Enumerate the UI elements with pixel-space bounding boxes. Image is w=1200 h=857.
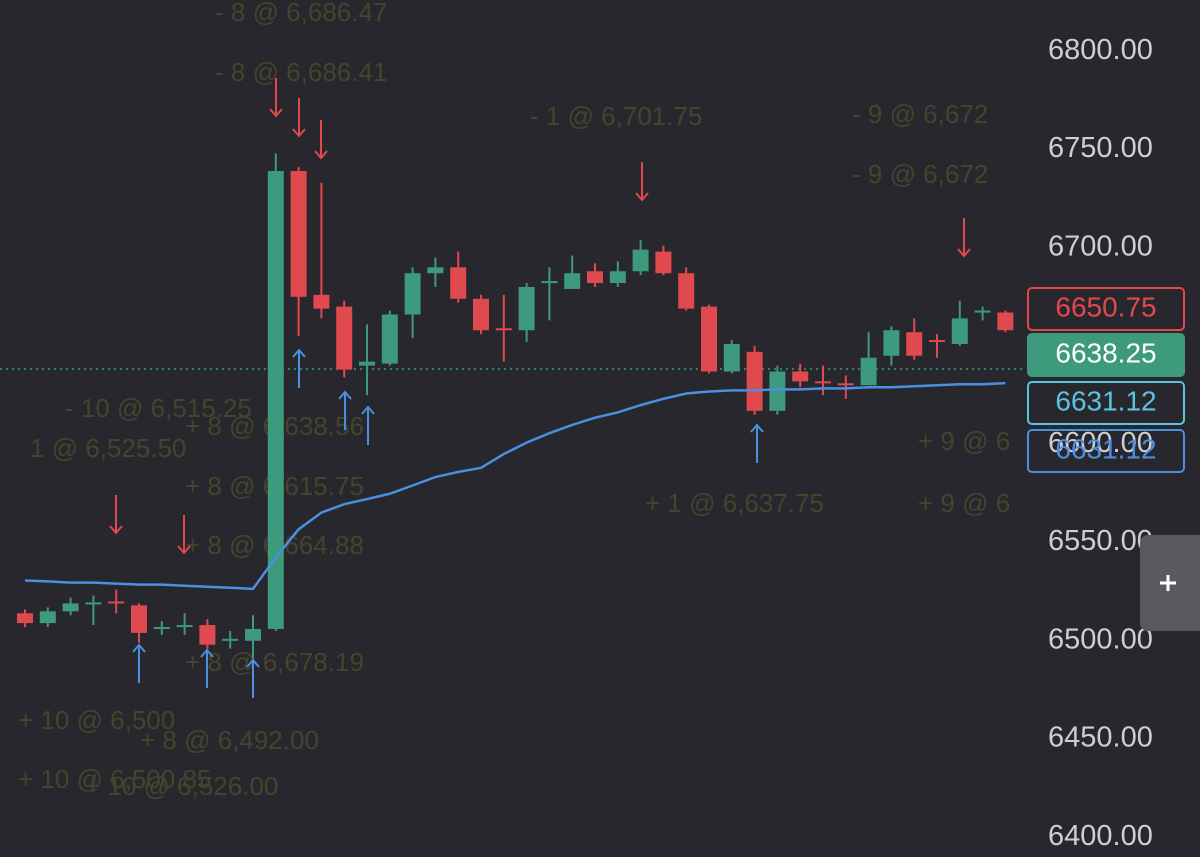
- trade-annotation: + 8 @ 6,492.00: [140, 725, 319, 755]
- buy-arrow: [338, 390, 352, 430]
- price-tag: [1027, 381, 1185, 425]
- y-tick-label: 6500.00: [1048, 623, 1153, 655]
- candle-body: [199, 625, 216, 645]
- candle-body: [860, 357, 877, 386]
- sell-arrow: [177, 515, 191, 555]
- trade-annotation: + 10 @ 6,500.85: [18, 764, 211, 794]
- candle-body: [153, 627, 170, 630]
- candle-body: [85, 602, 102, 605]
- candle-body: [131, 605, 147, 633]
- trade-annotation: - 10 @ 6,515.25: [65, 393, 252, 423]
- trade-annotation: + 10 @ 6,500: [18, 705, 175, 735]
- buy-arrow: [361, 405, 375, 445]
- price-tag-label: 6650.75: [1055, 291, 1156, 322]
- price-tag: [1027, 287, 1185, 331]
- trade-annotation: + 9 @ 6: [918, 426, 1010, 456]
- candle-body: [837, 383, 854, 386]
- sell-arrow: [269, 78, 283, 118]
- trade-annotation: - 8 @ 6,686.41: [215, 57, 387, 87]
- candle-body: [587, 271, 603, 284]
- sell-arrow: [635, 162, 649, 202]
- price-tag: [1027, 333, 1185, 377]
- candle-body: [655, 251, 672, 274]
- buy-arrow: [292, 348, 306, 388]
- vwap-line: [24, 381, 1006, 591]
- candle-body: [290, 171, 307, 297]
- candle-body: [62, 603, 79, 612]
- candle-body: [473, 298, 489, 331]
- buy-arrow: [750, 423, 764, 463]
- buy-arrow: [132, 643, 146, 683]
- y-tick-label: 6550.00: [1048, 525, 1153, 557]
- y-tick-label: 6800.00: [1048, 34, 1153, 66]
- candle-body: [427, 267, 444, 274]
- sell-arrow: [314, 120, 328, 160]
- candle-body: [723, 343, 740, 372]
- candle-body: [883, 330, 900, 356]
- buy-arrow: [246, 658, 260, 698]
- price-tag-label: 6631.12: [1055, 385, 1156, 416]
- trade-annotation: - 1 @ 6,701.75: [530, 101, 702, 131]
- candle-body: [792, 371, 809, 382]
- trade-annotation: 1 @ 6,525.50: [30, 433, 187, 463]
- candle-body: [929, 340, 945, 343]
- buy-arrow: [200, 648, 214, 688]
- y-tick-label: 6750.00: [1048, 132, 1153, 164]
- candle-body: [176, 625, 193, 628]
- candle-body: [245, 628, 261, 641]
- candle-body: [701, 306, 717, 372]
- candle-body: [746, 351, 763, 411]
- candle-body: [108, 601, 125, 604]
- candle-body: [17, 613, 33, 624]
- candle-body: [450, 267, 467, 299]
- candle-body: [222, 638, 239, 641]
- candle-body: [815, 381, 831, 384]
- candle-body: [336, 306, 353, 370]
- candle-body: [997, 312, 1014, 331]
- candle-body: [678, 273, 695, 309]
- candle-body: [951, 318, 968, 344]
- trade-annotation: + 8 @ 6,678.19: [185, 647, 364, 677]
- candle-body: [609, 271, 626, 284]
- candle-body: [541, 281, 558, 284]
- candle-body: [381, 314, 398, 364]
- candle-body: [39, 611, 56, 624]
- trade-annotation: - 8 @ 6,686.47: [215, 0, 387, 27]
- price-tag-label: 6638.25: [1055, 337, 1156, 368]
- candle-body: [518, 286, 535, 331]
- trade-annotation: - 9 @ 6,672: [852, 159, 988, 189]
- candle-body: [404, 273, 421, 315]
- sell-arrow: [292, 98, 306, 138]
- y-tick-label: 6700.00: [1048, 230, 1153, 262]
- candle-body: [495, 328, 512, 331]
- candle-body: [906, 332, 923, 356]
- trade-annotation: + 1 @ 6,637.75: [645, 488, 824, 518]
- sell-arrow: [957, 218, 971, 258]
- price-tag: [1027, 429, 1185, 473]
- add-icon: [1160, 575, 1176, 591]
- sell-arrow: [109, 495, 123, 535]
- candle-body: [632, 249, 649, 272]
- trade-annotation: + 9 @ 6: [918, 488, 1010, 518]
- trade-annotation: + 10 @ 6,526.00: [85, 771, 278, 801]
- candle-body: [267, 171, 284, 629]
- candle-body: [769, 371, 786, 411]
- trade-annotation: - 9 @ 6,672: [852, 99, 988, 129]
- y-tick-label: 6450.00: [1048, 722, 1153, 754]
- candle-body: [564, 273, 581, 289]
- candle-body: [313, 294, 330, 309]
- candle-body: [359, 361, 375, 366]
- y-tick-label: 6600.00: [1048, 427, 1153, 459]
- y-tick-label: 6400.00: [1048, 820, 1153, 852]
- price-tag-label: 6631.12: [1055, 433, 1156, 464]
- candle-body: [974, 310, 991, 313]
